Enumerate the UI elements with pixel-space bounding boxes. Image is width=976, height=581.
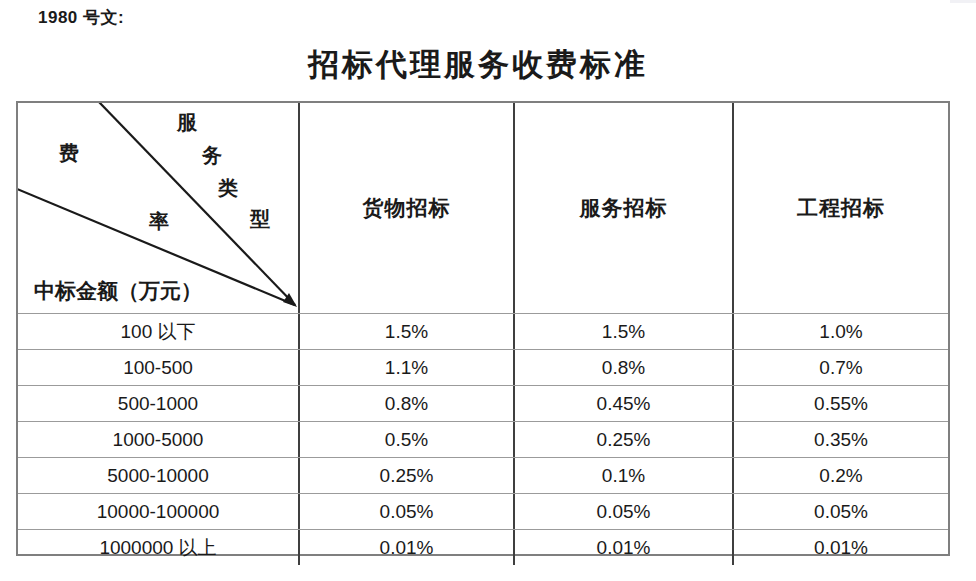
fee-cell: 0.05% — [513, 494, 732, 529]
table-row: 100 以下 1.5% 1.5% 1.0% — [18, 313, 948, 349]
fee-cell: 0.25% — [298, 458, 513, 493]
corner-row-axis-label: 中标金额（万元） — [34, 277, 202, 305]
fee-cell: 0.55% — [732, 386, 948, 421]
fee-cell: 0.5% — [298, 422, 513, 457]
fee-cell: 1.5% — [298, 314, 513, 349]
window-edge-artifact — [950, 0, 976, 3]
corner-service-type-char: 型 — [250, 209, 270, 229]
fee-cell: 0.8% — [513, 350, 732, 385]
fee-cell: 0.7% — [732, 350, 948, 385]
fee-cell: 1.5% — [513, 314, 732, 349]
table-row: 5000-10000 0.25% 0.1% 0.2% — [18, 457, 948, 493]
page-title: 招标代理服务收费标准 — [0, 44, 956, 86]
fee-cell: 1.0% — [732, 314, 948, 349]
table-row: 1000-5000 0.5% 0.25% 0.35% — [18, 421, 948, 457]
row-label: 10000-100000 — [18, 494, 298, 529]
fee-table: 服 务 类 型 费 率 中标金额（万元） 货物招标 服务招标 工程招标 100 … — [16, 101, 950, 556]
corner-service-type-char: 服 — [177, 112, 197, 132]
table-row: 500-1000 0.8% 0.45% 0.55% — [18, 385, 948, 421]
fee-cell: 0.01% — [298, 530, 513, 565]
table-header-row: 服 务 类 型 费 率 中标金额（万元） 货物招标 服务招标 工程招标 — [18, 103, 948, 313]
corner-header-cell: 服 务 类 型 费 率 中标金额（万元） — [18, 103, 298, 313]
fee-cell: 0.01% — [732, 530, 948, 565]
fee-cell: 0.25% — [513, 422, 732, 457]
corner-fee-rate-char: 率 — [149, 211, 169, 231]
row-label: 1000-5000 — [18, 422, 298, 457]
row-label: 500-1000 — [18, 386, 298, 421]
fee-cell: 0.45% — [513, 386, 732, 421]
fee-cell: 0.8% — [298, 386, 513, 421]
fee-cell: 0.35% — [732, 422, 948, 457]
fee-cell: 0.05% — [298, 494, 513, 529]
corner-service-type-char: 务 — [202, 145, 222, 165]
table-row: 100-500 1.1% 0.8% 0.7% — [18, 349, 948, 385]
fee-cell: 0.1% — [513, 458, 732, 493]
row-label: 100 以下 — [18, 314, 298, 349]
row-label: 100-500 — [18, 350, 298, 385]
column-header-works: 工程招标 — [732, 103, 948, 313]
corner-service-type-char: 类 — [218, 178, 238, 198]
column-header-services: 服务招标 — [513, 103, 732, 313]
row-label: 1000000 以上 — [18, 530, 298, 565]
fee-cell: 0.01% — [513, 530, 732, 565]
table-row: 10000-100000 0.05% 0.05% 0.05% — [18, 493, 948, 529]
fee-cell: 0.2% — [732, 458, 948, 493]
fee-cell: 0.05% — [732, 494, 948, 529]
row-label: 5000-10000 — [18, 458, 298, 493]
doc-number-label: 1980 号文: — [38, 6, 124, 29]
corner-fee-rate-char: 费 — [59, 143, 79, 163]
column-header-goods: 货物招标 — [298, 103, 513, 313]
table-row: 1000000 以上 0.01% 0.01% 0.01% — [18, 529, 948, 565]
fee-cell: 1.1% — [298, 350, 513, 385]
